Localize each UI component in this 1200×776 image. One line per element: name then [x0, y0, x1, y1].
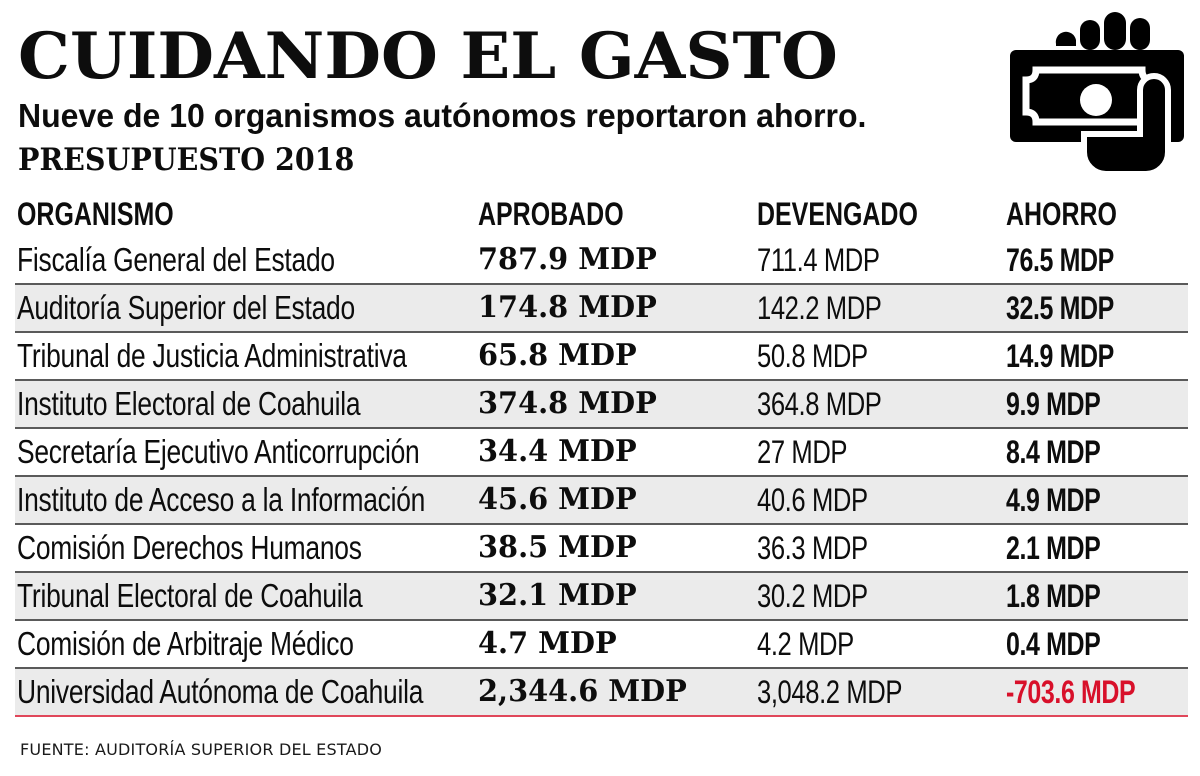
devengado-cell: 36.3 MDP — [757, 530, 868, 566]
devengado-cell: 364.8 MDP — [757, 386, 882, 422]
ahorro-cell: 2.1 MDP — [1006, 530, 1101, 566]
aprobado-cell: 45.6 MDP — [478, 482, 637, 517]
subtitle: Nueve de 10 organismos autónomos reporta… — [18, 97, 867, 134]
column-header-organismo: ORGANISMO — [17, 196, 174, 232]
devengado-cell: 4.2 MDP — [757, 626, 854, 662]
table-header: ORGANISMO APROBADO DEVENGADO AHORRO — [15, 190, 1188, 237]
aprobado-cell: 32.1 MDP — [478, 578, 637, 613]
organismo-cell: Fiscalía General del Estado — [17, 241, 335, 278]
organismo-cell: Instituto de Acceso a la Información — [17, 481, 426, 518]
aprobado-cell: 4.7 MDP — [478, 626, 617, 661]
ahorro-cell: 76.5 MDP — [1006, 242, 1114, 278]
hand-holding-money-icon — [1010, 12, 1184, 177]
organismo-cell: Comisión de Arbitraje Médico — [17, 625, 354, 662]
table-row: Comisión Derechos Humanos 38.5 MDP 36.3 … — [15, 525, 1188, 573]
table-row: Tribunal de Justicia Administrativa 65.8… — [15, 333, 1188, 381]
budget-label: PRESUPUESTO 2018 — [18, 142, 355, 178]
source-note: FUENTE: AUDITORÍA SUPERIOR DEL ESTADO — [20, 740, 383, 759]
devengado-cell: 30.2 MDP — [757, 578, 868, 614]
ahorro-cell: 32.5 MDP — [1006, 290, 1114, 326]
table-row: Fiscalía General del Estado 787.9 MDP 71… — [15, 237, 1188, 285]
devengado-cell: 27 MDP — [757, 434, 848, 470]
table-row: Secretaría Ejecutivo Anticorrupción 34.4… — [15, 429, 1188, 477]
ahorro-cell: 8.4 MDP — [1006, 434, 1101, 470]
devengado-cell: 3,048.2 MDP — [757, 674, 903, 710]
ahorro-cell: 4.9 MDP — [1006, 482, 1101, 518]
organismo-cell: Tribunal de Justicia Administrativa — [17, 337, 407, 374]
aprobado-cell: 374.8 MDP — [478, 386, 657, 421]
devengado-cell: 142.2 MDP — [757, 290, 882, 326]
column-header-ahorro: AHORRO — [1006, 196, 1117, 232]
column-header-devengado: DEVENGADO — [757, 196, 918, 232]
organismo-cell: Comisión Derechos Humanos — [17, 529, 362, 566]
organismo-cell: Secretaría Ejecutivo Anticorrupción — [17, 433, 420, 470]
aprobado-cell: 787.9 MDP — [478, 242, 657, 277]
ahorro-cell: 0.4 MDP — [1006, 626, 1101, 662]
column-header-aprobado: APROBADO — [478, 196, 624, 232]
ahorro-cell: 1.8 MDP — [1006, 578, 1101, 614]
budget-table: ORGANISMO APROBADO DEVENGADO AHORRO Fisc… — [15, 190, 1188, 717]
organismo-cell: Universidad Autónoma de Coahuila — [17, 673, 424, 710]
page-title: CUIDANDO EL GASTO — [18, 19, 838, 94]
organismo-cell: Auditoría Superior del Estado — [17, 289, 355, 326]
table-row: Instituto Electoral de Coahuila 374.8 MD… — [15, 381, 1188, 429]
organismo-cell: Instituto Electoral de Coahuila — [17, 385, 361, 422]
devengado-cell: 711.4 MDP — [757, 242, 880, 278]
aprobado-cell: 34.4 MDP — [478, 434, 637, 469]
ahorro-cell-negative: -703.6 MDP — [1006, 674, 1136, 710]
aprobado-cell: 174.8 MDP — [478, 290, 657, 325]
table-row: Comisión de Arbitraje Médico 4.7 MDP 4.2… — [15, 621, 1188, 669]
devengado-cell: 50.8 MDP — [757, 338, 868, 374]
table-row: Instituto de Acceso a la Información 45.… — [15, 477, 1188, 525]
table-row: Universidad Autónoma de Coahuila 2,344.6… — [15, 669, 1188, 717]
aprobado-cell: 38.5 MDP — [478, 530, 637, 565]
aprobado-cell: 65.8 MDP — [478, 338, 637, 373]
aprobado-cell: 2,344.6 MDP — [478, 674, 687, 709]
organismo-cell: Tribunal Electoral de Coahuila — [17, 577, 363, 614]
table-row: Auditoría Superior del Estado 174.8 MDP … — [15, 285, 1188, 333]
devengado-cell: 40.6 MDP — [757, 482, 868, 518]
table-row: Tribunal Electoral de Coahuila 32.1 MDP … — [15, 573, 1188, 621]
ahorro-cell: 14.9 MDP — [1006, 338, 1114, 374]
ahorro-cell: 9.9 MDP — [1006, 386, 1101, 422]
